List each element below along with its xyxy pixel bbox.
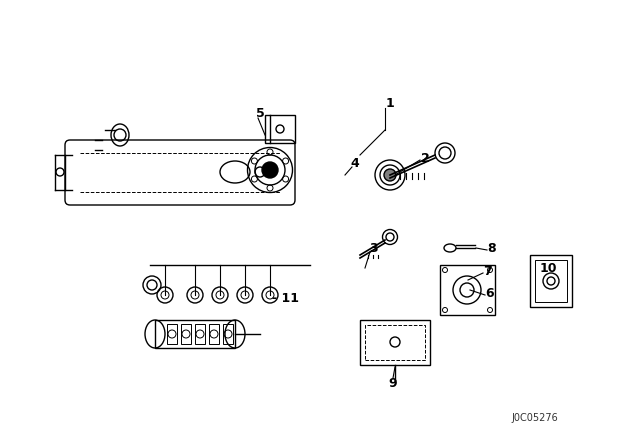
Bar xyxy=(530,255,572,307)
Text: 4: 4 xyxy=(351,156,360,169)
Bar xyxy=(365,325,425,360)
Text: 9: 9 xyxy=(388,376,397,389)
Bar xyxy=(440,265,495,315)
Text: 1: 1 xyxy=(386,96,394,109)
Bar xyxy=(360,320,430,365)
Text: J0C05276: J0C05276 xyxy=(511,413,558,423)
Text: 10: 10 xyxy=(540,262,557,275)
Circle shape xyxy=(262,162,278,178)
Text: 2: 2 xyxy=(420,151,429,164)
Text: 8: 8 xyxy=(488,241,496,254)
Bar xyxy=(181,324,191,344)
Text: 7: 7 xyxy=(484,264,492,277)
Text: - 11: - 11 xyxy=(271,292,298,305)
Text: 6: 6 xyxy=(486,287,494,300)
Bar xyxy=(535,260,567,302)
FancyBboxPatch shape xyxy=(65,140,295,205)
Bar xyxy=(195,324,205,344)
Circle shape xyxy=(384,169,396,181)
Text: 3: 3 xyxy=(369,241,378,254)
Bar xyxy=(265,115,295,143)
Text: 5: 5 xyxy=(255,107,264,120)
Bar xyxy=(155,320,235,348)
Bar xyxy=(167,324,177,344)
Bar xyxy=(223,324,233,344)
Bar xyxy=(209,324,219,344)
